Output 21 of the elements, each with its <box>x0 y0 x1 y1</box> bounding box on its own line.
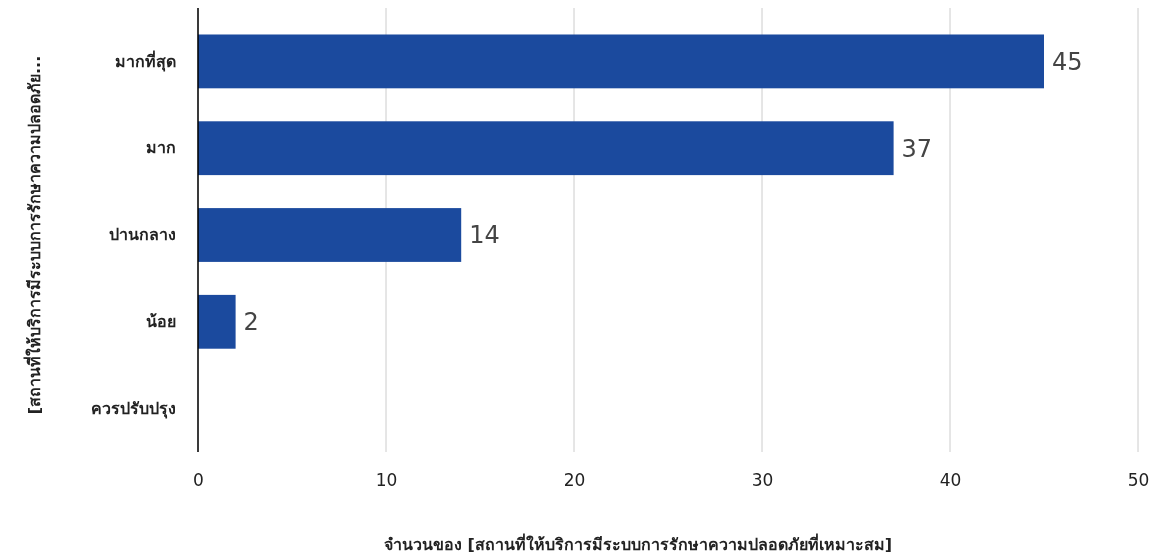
x-tick-label: 10 <box>375 470 398 491</box>
y-tick-label: มากที่สุด <box>115 49 176 72</box>
y-tick-label: น้อย <box>146 311 176 331</box>
bar <box>198 121 894 176</box>
data-label: 37 <box>901 134 933 163</box>
y-tick-label: ปานกลาง <box>109 225 176 245</box>
x-tick-label: 30 <box>751 470 774 491</box>
bar <box>198 294 236 349</box>
bar <box>198 34 1044 89</box>
x-tick-label: 0 <box>193 470 204 491</box>
data-label: 14 <box>469 221 500 250</box>
bar <box>198 208 462 262</box>
x-axis-title: จำนวนของ [สถานที่ให้บริการมีระบบการรักษาความปลอดภัยที่เหมาะสม] <box>383 533 893 554</box>
y-tick-label: ควรปรับปรุง <box>91 398 176 419</box>
data-label: 2 <box>243 308 259 337</box>
y-axis-title: [สถานที่ให้บริการมีระบบการรักษาความปลอดภัย... <box>23 55 44 415</box>
x-tick-label: 20 <box>563 470 586 491</box>
data-label: 45 <box>1052 47 1083 76</box>
y-tick-label: มาก <box>146 138 176 158</box>
x-tick-label: 40 <box>939 470 962 491</box>
x-tick-label: 50 <box>1127 470 1150 491</box>
